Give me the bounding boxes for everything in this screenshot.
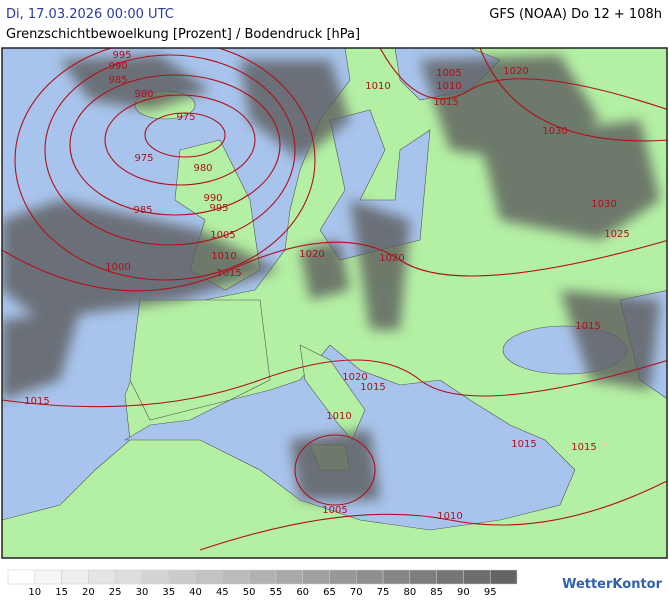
isobar-label: 990 [108, 61, 127, 72]
isobar-label: 1015 [216, 268, 241, 279]
isobar-label: 985 [133, 205, 152, 216]
isobar-label: 990 [203, 193, 222, 204]
isobar-label: 1030 [591, 199, 616, 210]
isobar-label: 1015 [511, 439, 536, 450]
legend-swatch [7, 569, 36, 585]
isobar-label: 980 [134, 89, 153, 100]
isobar-label: 1010 [365, 81, 390, 92]
legend-label: 30 [136, 587, 149, 598]
legend-label: 35 [162, 587, 175, 598]
legend-swatch [88, 569, 116, 585]
legend-swatch [34, 569, 62, 585]
isobar-label: 1020 [342, 372, 367, 383]
isobar-label: 975 [134, 153, 153, 164]
legend-label: 45 [216, 587, 229, 598]
subtitle: Grenzschichtbewoelkung [Prozent] / Boden… [6, 27, 360, 42]
legend-swatch [275, 569, 303, 585]
legend-label: 55 [270, 587, 283, 598]
legend-swatch [489, 569, 518, 585]
legend-label: 80 [403, 587, 416, 598]
legend-swatch [463, 569, 491, 585]
logo: WetterKontor [562, 577, 663, 592]
legend-label: 75 [377, 587, 390, 598]
legend-label: 60 [296, 587, 309, 598]
legend-label: 25 [109, 587, 122, 598]
legend-label: 65 [323, 587, 336, 598]
isobar-label: 1020 [379, 253, 404, 264]
map [2, 48, 667, 558]
isobar-label: 1005 [210, 230, 235, 241]
legend-label: 40 [189, 587, 202, 598]
isobar-label: 1020 [503, 66, 528, 77]
legend-swatch [114, 569, 143, 585]
legend-label: 95 [484, 587, 497, 598]
isobar-label: 1000 [105, 262, 130, 273]
isobar-label: 1015 [433, 97, 458, 108]
legend-label: 20 [82, 587, 95, 598]
legend-label: 70 [350, 587, 363, 598]
legend-swatch [248, 569, 277, 585]
isobar-label: 1015 [360, 382, 385, 393]
legend-swatch [168, 569, 196, 585]
isobar-label: 1010 [211, 251, 236, 262]
isobar-label: 1015 [571, 442, 596, 453]
date-title: Di, 17.03.2026 00:00 UTC [6, 7, 174, 22]
legend-swatch [329, 569, 357, 585]
isobar-label: 1015 [575, 321, 600, 332]
isobar-label: 1030 [542, 126, 567, 137]
legend-swatch [61, 569, 89, 585]
isobar-label: 985 [108, 75, 127, 86]
legend-swatch [222, 569, 250, 585]
legend-swatch [356, 569, 384, 585]
isobar-label: 995 [209, 203, 228, 214]
isobar-label: 980 [193, 163, 212, 174]
isobars [2, 48, 667, 551]
isobar-label: 1020 [299, 249, 324, 260]
isobar-label: 1010 [436, 81, 461, 92]
legend-label: 50 [243, 587, 256, 598]
isobar-label: 975 [176, 112, 195, 123]
legend-label: 85 [430, 587, 443, 598]
legend-swatch [382, 569, 411, 585]
legend-swatch [195, 569, 223, 585]
legend-swatch [302, 569, 330, 585]
isobar-label: 1010 [437, 511, 462, 522]
isobar-label: 1005 [322, 505, 347, 516]
legend-label: 10 [28, 587, 41, 598]
legend-label: 15 [55, 587, 68, 598]
isobar-label: 1015 [24, 396, 49, 407]
isobar-label: 1010 [326, 411, 351, 422]
legend-label: 90 [457, 587, 470, 598]
legend-swatch [409, 569, 437, 585]
isobar-label: 1025 [604, 229, 629, 240]
model-title: GFS (NOAA) Do 12 + 108h [489, 7, 662, 22]
isobar-label: 1005 [436, 68, 461, 79]
isobar-label: 995 [112, 50, 131, 61]
legend-swatch [141, 569, 169, 585]
legend-swatch [436, 569, 464, 585]
